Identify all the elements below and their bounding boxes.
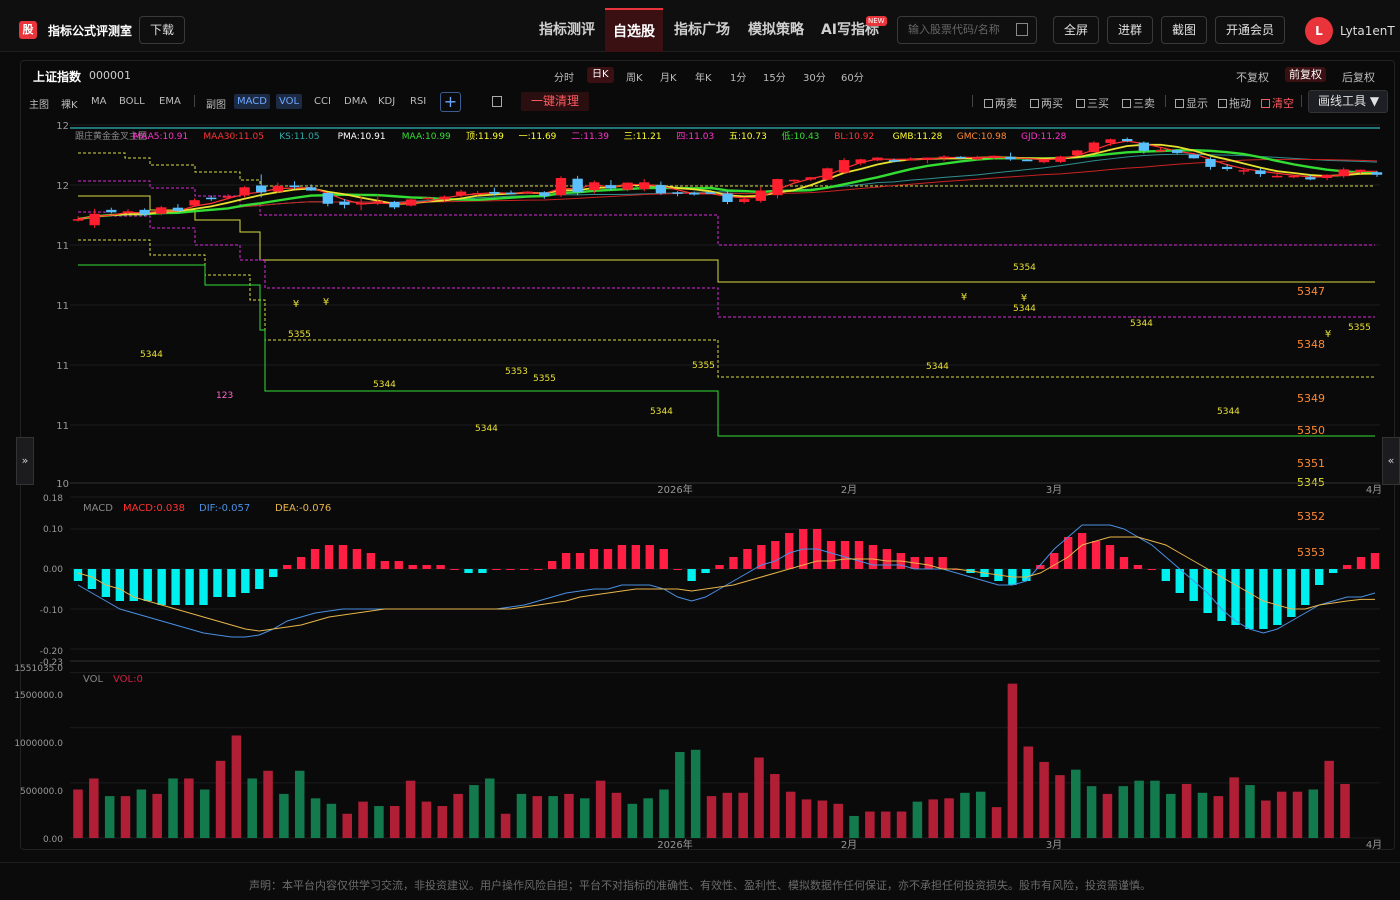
period-minute[interactable]: 分时 (554, 73, 574, 84)
checkbox-icon (1218, 99, 1227, 108)
nav-tab-watchlist[interactable]: 自选股 (605, 8, 663, 52)
toggle-box-icon[interactable] (492, 96, 502, 107)
toggle-three-sell[interactable]: 三卖 (1122, 95, 1155, 111)
user-name[interactable]: Lyta1enT (1340, 24, 1395, 38)
main-ind-ma[interactable]: MA (91, 96, 107, 107)
join-group-button[interactable]: 进群 (1107, 16, 1153, 44)
screenshot-button[interactable]: 截图 (1161, 16, 1207, 44)
disclaimer: 声明：本平台内容仅供学习交流，非投资建议。用户操作风险自担；平台不对指标的准确性… (0, 862, 1400, 893)
main-ind-naked[interactable]: 裸K (61, 100, 78, 111)
nav-tab-indicator-review[interactable]: 指标测评 (539, 22, 595, 38)
fq-none[interactable]: 不复权 (1236, 71, 1269, 84)
app-title: 指标公式评测室 (48, 24, 133, 38)
divider (194, 95, 195, 107)
toggle-show[interactable]: 显示 (1175, 95, 1208, 111)
divider (1165, 95, 1166, 107)
sub-ind-macd[interactable]: MACD (234, 94, 270, 109)
toggle-clear[interactable]: 清空 (1261, 95, 1294, 111)
main-ind-boll[interactable]: BOLL (119, 96, 145, 107)
toggle-two-buy[interactable]: 两买 (1030, 95, 1063, 111)
period-15min[interactable]: 15分 (763, 73, 786, 84)
avatar[interactable]: L (1305, 17, 1333, 45)
toggle-three-buy[interactable]: 三买 (1076, 95, 1109, 111)
nav-tab-ai-indicator[interactable]: AI写指标 (820, 22, 880, 38)
fq-forward[interactable]: 前复权 (1285, 67, 1326, 82)
nav-tab-indicator-square[interactable]: 指标广场 (674, 22, 730, 38)
period-1min[interactable]: 1分 (730, 73, 747, 84)
sub-ind-vol[interactable]: VOL (276, 94, 303, 109)
checkbox-icon (1122, 99, 1131, 108)
download-button[interactable]: 下载 (139, 16, 185, 44)
toggle-two-sell[interactable]: 两卖 (984, 95, 1017, 111)
checkbox-icon (1175, 99, 1184, 108)
period-month[interactable]: 月K (660, 73, 677, 84)
stock-code: 000001 (89, 69, 131, 82)
period-week[interactable]: 周K (626, 73, 643, 84)
nav-tab-sim-strategy[interactable]: 模拟策略 (748, 22, 804, 38)
sub-ind-rsi[interactable]: RSI (410, 96, 427, 107)
clear-all-button[interactable]: 一键清理 (521, 92, 589, 111)
left-collapse-tab[interactable]: » (16, 437, 34, 485)
period-30min[interactable]: 30分 (803, 73, 826, 84)
draw-tool-dropdown[interactable]: 画线工具 ▼ (1308, 90, 1388, 113)
chart-panel (20, 60, 1395, 850)
add-indicator-button[interactable]: + (440, 92, 461, 112)
stock-name: 上证指数 (33, 70, 82, 84)
period-day[interactable]: 日K (587, 67, 614, 83)
main-ind-main[interactable]: 主图 (29, 100, 49, 111)
sub-ind-fu[interactable]: 副图 (206, 100, 226, 111)
checkbox-icon (1261, 99, 1270, 108)
main-ind-ema[interactable]: EMA (159, 96, 181, 107)
period-year[interactable]: 年K (695, 73, 712, 84)
stock-search-input[interactable]: 输入股票代码/名称 (897, 16, 1037, 44)
app-logo: 股 (19, 21, 37, 39)
right-collapse-tab[interactable]: « (1382, 437, 1400, 485)
sub-ind-cci[interactable]: CCI (314, 96, 331, 107)
sub-ind-kdj[interactable]: KDJ (378, 96, 396, 107)
divider (1301, 95, 1302, 107)
checkbox-icon (1076, 99, 1085, 108)
search-placeholder: 输入股票代码/名称 (908, 23, 1000, 36)
top-bar (0, 0, 1400, 52)
checkbox-icon (1030, 99, 1039, 108)
toggle-drag[interactable]: 拖动 (1218, 95, 1251, 111)
fq-backward[interactable]: 后复权 (1342, 71, 1375, 84)
new-badge: NEW (866, 16, 887, 26)
fullscreen-button[interactable]: 全屏 (1053, 16, 1099, 44)
vip-button[interactable]: 开通会员 (1215, 16, 1285, 44)
checkbox-icon (984, 99, 993, 108)
clear-search-icon[interactable] (1016, 23, 1028, 36)
period-60min[interactable]: 60分 (841, 73, 864, 84)
sub-ind-dma[interactable]: DMA (344, 96, 368, 107)
divider (972, 95, 973, 107)
